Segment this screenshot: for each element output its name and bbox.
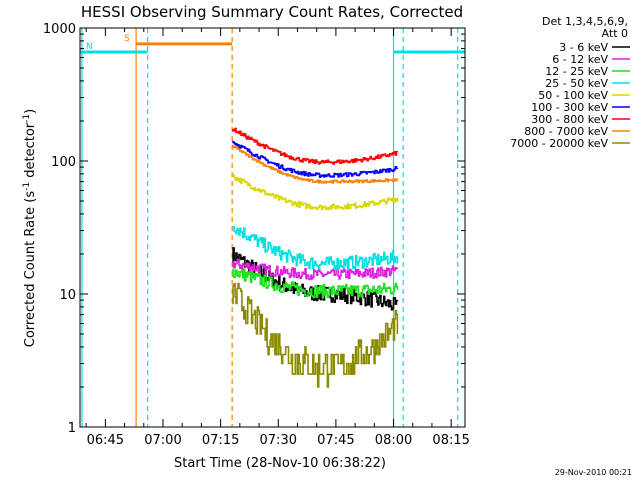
y-tick-label: 100 [51, 155, 76, 170]
y-tick-label: 1 [68, 421, 76, 436]
series-line [232, 127, 399, 165]
flag-label: N [86, 42, 93, 52]
series-line [232, 174, 399, 211]
legend-label: 3 - 6 keV [559, 41, 608, 54]
timestamp: 29-Nov-2010 00:21 [555, 468, 632, 477]
legend-label: 50 - 100 keV [538, 89, 608, 102]
legend-label: 6 - 12 keV [552, 53, 608, 66]
x-tick-label: 07:15 [202, 433, 239, 448]
y-tick-label: 1000 [43, 22, 76, 37]
legend-title-line-2: Att 0 [602, 27, 628, 40]
legend-label: 100 - 300 keV [531, 101, 608, 114]
x-tick-label: 08:15 [432, 433, 469, 448]
x-tick-label: 07:45 [317, 433, 354, 448]
legend-label: 25 - 50 keV [545, 77, 608, 90]
plot-frame [79, 27, 466, 428]
legend-label: 7000 - 20000 keV [510, 137, 608, 150]
x-tick-label: 08:00 [375, 433, 412, 448]
x-tick-label: 06:45 [87, 433, 124, 448]
legend-label: 300 - 800 keV [531, 113, 608, 126]
series-line [232, 140, 399, 178]
series-line [232, 268, 399, 299]
x-tick-label: 07:00 [144, 433, 181, 448]
y-axis: 1 10 100 1000 [43, 22, 465, 436]
y-axis-label: Corrected Count Rate (s-1 detector-1) [22, 109, 38, 347]
x-axis-label: Start Time (28-Nov-10 06:38:22) [174, 456, 386, 471]
legend-label: 800 - 7000 keV [524, 125, 608, 138]
series-line [232, 226, 399, 271]
flag-label: S [124, 34, 130, 44]
x-axis: 06:45 07:00 07:15 07:30 07:45 08:00 08:15 [85, 28, 470, 448]
x-tick-label: 07:30 [260, 433, 297, 448]
legend-title-line-1: Det 1,3,4,5,6,9, [542, 15, 628, 28]
plot-area: SN [80, 28, 465, 427]
series-line [232, 144, 399, 184]
y-tick-label: 10 [59, 288, 76, 303]
series-line [232, 282, 399, 388]
chart-title: HESSI Observing Summary Count Rates, Cor… [81, 3, 463, 21]
legend-label: 12 - 25 keV [545, 65, 608, 78]
series-line [232, 258, 399, 281]
